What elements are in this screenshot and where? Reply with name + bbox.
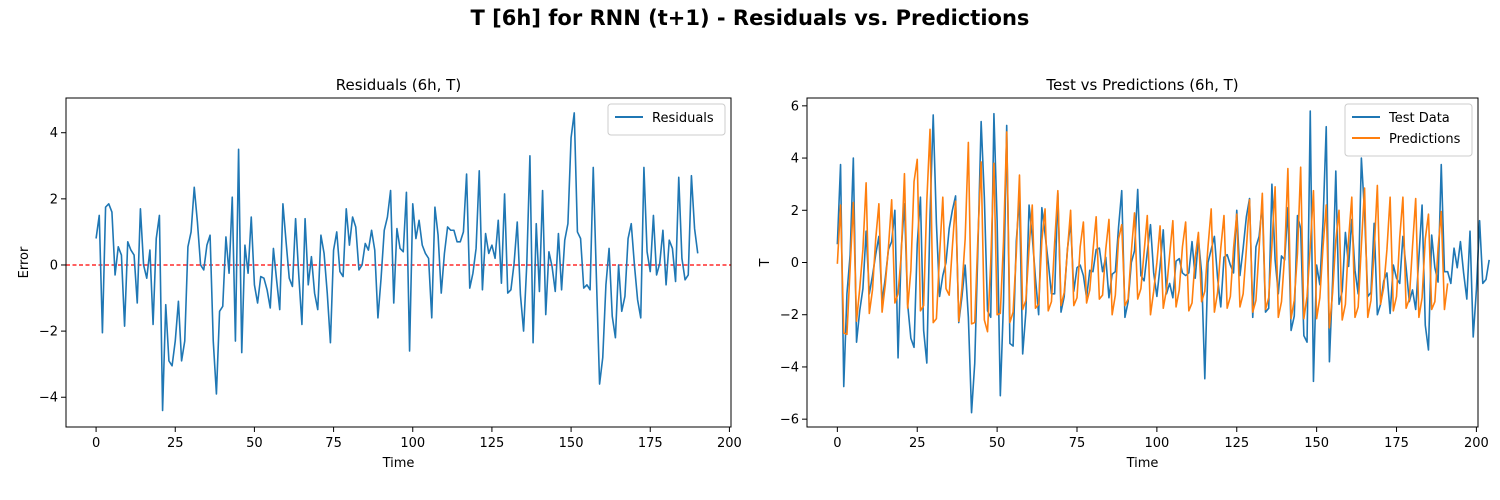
chart1-xtick-label: 75 [325,436,342,451]
chart2-ytick-label: −6 [780,413,799,428]
chart2-ytick-label: 0 [791,256,799,271]
chart1-series-line-1 [95,112,699,412]
chart1-ytick-label: 4 [50,126,58,141]
chart1: 0 25 50 75 100 125 150 175 200 −4 −2 0 2 4 Residuals (… [17,76,742,471]
chart1-ytick-label: −2 [39,325,58,340]
chart1-legend: Residuals [607,103,726,136]
chart1-x-axis-label: Time [382,456,415,471]
chart1-legend-label-1: Residuals [652,111,714,126]
chart2-xtick-label: 50 [989,436,1006,451]
figure-title: T [6h] for RNN (t+1) - Residuals vs. Pre… [470,6,1030,30]
chart2-ytick-label: 2 [791,204,799,219]
chart2-xtick-label: 25 [909,436,926,451]
chart2-frame [806,97,1479,428]
chart1-ytick-label: −4 [39,391,58,406]
chart1-xtick-label: 200 [717,436,742,451]
chart2-title: Test vs Predictions (6h, T) [1045,76,1238,94]
chart2-xtick-label: 0 [833,436,841,451]
chart2-legend-label-1: Test Data [1388,111,1450,126]
chart1-xtick-label: 0 [92,436,100,451]
chart2-xtick-label: 150 [1304,436,1329,451]
chart2-x-axis-label: Time [1126,456,1159,471]
chart1-xtick-label: 175 [638,436,663,451]
chart1-plot-area [66,98,731,427]
chart2-xtick-label: 75 [1069,436,1086,451]
chart1-legend-box [607,103,726,136]
chart1-xtick-label: 125 [480,436,505,451]
chart1-xtick-label: 150 [559,436,584,451]
chart2-xtick-label: 125 [1224,436,1249,451]
chart1-xtick-label: 100 [400,436,425,451]
chart2-series-line-2 [836,128,1449,336]
chart2-legend: Test Data Predictions [1344,103,1473,157]
chart2-xtick-label: 200 [1464,436,1489,451]
chart2: 0 25 50 75 100 125 150 175 200 −6 −4 −2 0 2 4 6 Test vs … [758,76,1490,471]
chart2-ytick-label: 4 [791,152,799,167]
chart1-xtick-label: 50 [246,436,263,451]
chart2-xtick-label: 100 [1144,436,1169,451]
chart2-xtick-label: 175 [1384,436,1409,451]
chart1-y-axis-label: Error [17,246,32,278]
chart1-title: Residuals (6h, T) [336,76,461,94]
chart1-ytick-label: 2 [50,192,58,207]
chart1-xtick-label: 25 [167,436,184,451]
chart2-ytick-label: 6 [791,99,799,114]
chart2-y-axis-label: T [758,258,773,267]
chart2-ytick-label: −4 [780,360,799,375]
chart1-ytick-label: 0 [50,258,58,273]
chart2-legend-label-2: Predictions [1389,132,1461,147]
chart2-ytick-label: −2 [780,308,799,323]
chart1-frame [65,97,732,428]
